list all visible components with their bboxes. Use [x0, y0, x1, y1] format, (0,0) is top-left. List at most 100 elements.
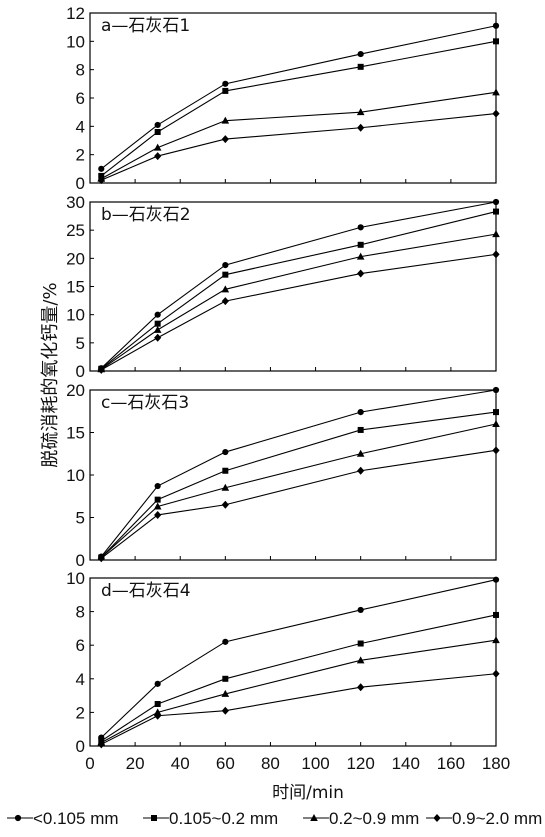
legend: <0.105 mm 0.105~0.2 mm 0.2~0.9 mm 0.9~2.0 m… [7, 809, 542, 828]
panel-frame [89, 201, 497, 372]
y-tick-label: 25 [66, 221, 85, 240]
data-point-series-1 [222, 261, 229, 269]
data-point-series-2 [222, 675, 229, 682]
x-axis-label: 时间/min [272, 783, 344, 803]
legend-marker [14, 814, 22, 822]
data-point-series-3 [221, 483, 230, 491]
data-point-series-2 [357, 241, 364, 248]
series-line-2 [100, 211, 497, 370]
y-tick-label: 4 [76, 670, 85, 689]
data-point-series-4 [97, 740, 105, 749]
panel-title: a—石灰石1 [101, 16, 190, 36]
panel-title: b—石灰石2 [101, 205, 191, 225]
data-point-series-2 [493, 409, 499, 416]
data-point-series-1 [154, 680, 161, 687]
data-point-series-2 [222, 271, 229, 278]
y-tick-label: 15 [66, 424, 85, 443]
data-point-series-4 [154, 510, 162, 519]
data-point-series-3 [356, 656, 365, 664]
data-point-series-2 [154, 129, 161, 135]
y-tick-label: 20 [66, 381, 85, 400]
data-point-series-1 [492, 386, 500, 394]
series-line-1 [100, 201, 497, 369]
data-point-series-3 [221, 285, 230, 293]
series-line-2 [100, 614, 497, 742]
data-point-series-3 [153, 325, 162, 333]
data-point-series-3 [492, 230, 500, 238]
y-tick-label: 8 [76, 603, 85, 622]
data-point-series-4 [97, 176, 105, 185]
data-point-series-4 [154, 711, 162, 720]
x-tick-label: 80 [261, 754, 280, 773]
data-point-series-1 [492, 576, 500, 583]
data-point-series-2 [154, 496, 161, 503]
legend-label: 0.2~0.9 mm [329, 809, 419, 828]
y-axis-label: 脱硫消耗的氧化钙量/% [40, 282, 61, 467]
legend-item-4: 0.9~2.0 mm [426, 809, 542, 828]
data-point-series-3 [356, 252, 365, 260]
series-line-3 [101, 639, 497, 744]
data-point-series-4 [97, 365, 105, 374]
data-point-series-4 [357, 269, 365, 278]
panel-title: c—石灰石3 [101, 393, 189, 413]
data-point-series-2 [357, 426, 364, 433]
y-tick-label: 6 [76, 636, 85, 655]
y-tick-label: 0 [76, 362, 85, 381]
y-tick-label: 10 [66, 32, 85, 51]
data-point-series-4 [221, 706, 229, 715]
data-point-series-1 [492, 22, 500, 29]
data-point-series-1 [357, 224, 364, 231]
data-point-series-1 [357, 409, 364, 416]
series-line-1 [100, 389, 497, 557]
y-tick-label: 10 [66, 466, 85, 485]
panels: 024681012a—石灰石1051015202530b—石灰石20510152… [66, 4, 500, 756]
data-point-series-1 [154, 121, 161, 129]
y-tick-label: 10 [66, 569, 85, 588]
data-point-series-3 [153, 143, 162, 151]
data-point-series-2 [154, 320, 161, 327]
data-point-series-3 [492, 420, 500, 427]
series-line-1 [100, 25, 497, 170]
series-line-3 [100, 233, 497, 370]
x-tick-label: 100 [301, 754, 329, 773]
data-point-series-4 [221, 500, 229, 509]
x-axis-ticks: 0 20 40 60 80 100 120 140 160 180 [85, 754, 510, 773]
y-tick-label: 5 [76, 334, 85, 353]
panel-frame [89, 389, 497, 561]
legend-marker [310, 814, 318, 821]
data-point-series-4 [221, 297, 229, 306]
data-point-series-4 [154, 333, 162, 342]
data-point-series-3 [492, 636, 500, 644]
legend-item-3: 0.2~0.9 mm [303, 809, 419, 828]
series-line-3 [100, 423, 497, 558]
data-point-series-4 [492, 669, 500, 678]
y-tick-label: 12 [66, 4, 85, 23]
y-tick-label: 4 [76, 117, 85, 136]
panel-2: 0 5 10 15 20 25 30 b—石灰石2 [66, 193, 500, 381]
x-tick-label: 180 [482, 754, 510, 773]
panel-frame [89, 577, 497, 747]
data-point-series-1 [222, 448, 229, 456]
legend-label: <0.105 mm [33, 809, 119, 828]
x-tick-label: 140 [392, 754, 420, 773]
legend-label: 0.105~0.2 mm [169, 809, 278, 828]
data-point-series-2 [493, 38, 499, 45]
data-point-series-1 [492, 198, 500, 206]
data-point-series-3 [356, 108, 365, 116]
series-line-4 [100, 449, 497, 559]
series-line-3 [101, 91, 497, 180]
y-tick-label: 20 [66, 249, 85, 268]
data-point-series-1 [154, 311, 161, 318]
data-point-series-2 [493, 208, 499, 215]
data-point-series-2 [222, 87, 229, 94]
data-point-series-1 [222, 80, 229, 87]
y-tick-label: 8 [76, 61, 85, 80]
data-point-series-4 [492, 109, 500, 118]
legend-marker [151, 815, 157, 821]
data-point-series-3 [221, 689, 230, 697]
y-tick-label: 0 [76, 551, 85, 570]
data-point-series-4 [357, 466, 365, 475]
data-point-series-2 [357, 640, 364, 647]
data-point-series-1 [222, 638, 229, 645]
